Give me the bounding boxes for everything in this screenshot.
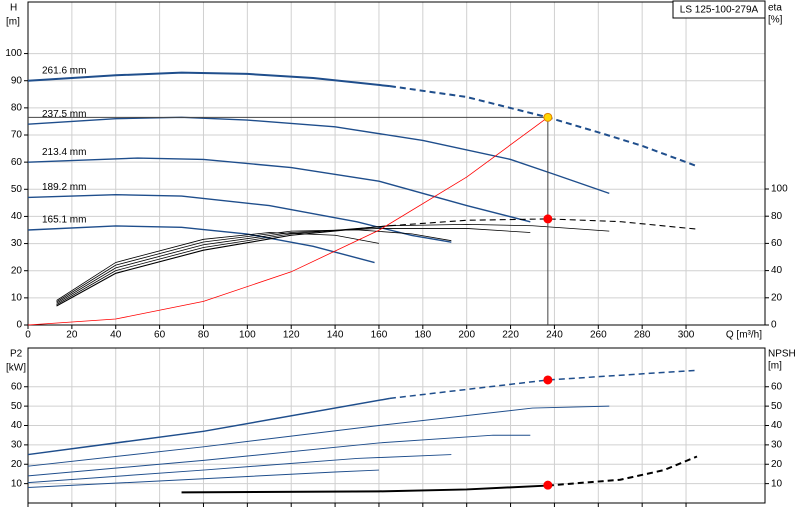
y-tick-label: 30 <box>11 440 23 451</box>
operating-point <box>543 480 553 490</box>
y2-axis-label: NPSH <box>768 349 796 360</box>
y2-tick-label: 60 <box>771 238 783 249</box>
y-axis-unit: [m] <box>6 17 20 28</box>
curve <box>27 225 375 264</box>
curve <box>181 484 548 494</box>
x-tick-label: 200 <box>458 330 475 341</box>
x-tick-label: 100 <box>239 330 256 341</box>
x-tick-label: 260 <box>590 330 607 341</box>
curve-label: 189.2 mm <box>42 182 86 193</box>
x-tick-label: 140 <box>327 330 344 341</box>
curve <box>389 218 698 230</box>
curve <box>27 157 531 223</box>
y2-tick-label: 20 <box>771 292 783 303</box>
curve <box>56 228 531 304</box>
x-tick-label: 220 <box>502 330 519 341</box>
x-tick-label: 80 <box>198 330 210 341</box>
y2-axis-unit: [%] <box>768 15 783 26</box>
y-tick-label: 100 <box>5 48 22 59</box>
y-tick-label: 20 <box>11 265 23 276</box>
curve-label: 237.5 mm <box>42 109 86 120</box>
y-tick-label: 80 <box>11 102 23 113</box>
y-axis-unit: [kW] <box>6 363 26 374</box>
x-tick-label: 120 <box>283 330 300 341</box>
curve <box>27 454 452 484</box>
x-tick-label: 40 <box>110 330 122 341</box>
y-tick-label: 40 <box>11 211 23 222</box>
chart-title: LS 125-100-279A <box>680 5 759 16</box>
y-tick-label: 70 <box>11 130 23 141</box>
y2-tick-label: 30 <box>771 440 783 451</box>
x-tick-label: 280 <box>634 330 651 341</box>
y-tick-label: 50 <box>11 184 23 195</box>
curve <box>27 469 379 488</box>
plot-frame <box>27 347 766 504</box>
y-axis-label: P2 <box>10 349 23 360</box>
y2-tick-label: 20 <box>771 459 783 470</box>
operating-point <box>543 112 553 122</box>
y-tick-label: 60 <box>11 157 23 168</box>
curve <box>27 397 391 456</box>
curve-label: 261.6 mm <box>42 65 86 76</box>
x-tick-label: 160 <box>371 330 388 341</box>
y-axis-label: H <box>10 3 17 14</box>
y2-tick-label: 10 <box>771 478 783 489</box>
curve <box>56 232 380 301</box>
y2-axis-label: eta <box>768 3 782 14</box>
y-tick-label: 60 <box>11 381 23 392</box>
y-tick-label: 90 <box>11 75 23 86</box>
y-tick-label: 30 <box>11 238 23 249</box>
title-box <box>672 0 766 19</box>
curve <box>27 194 452 243</box>
curve <box>27 117 549 326</box>
x-tick-label: 20 <box>66 330 78 341</box>
curve <box>27 116 610 195</box>
curve <box>56 229 452 303</box>
operating-point <box>543 375 553 385</box>
y2-tick-label: 60 <box>771 381 783 392</box>
curve <box>389 369 698 400</box>
y-tick-label: 0 <box>16 320 22 331</box>
x-tick-label: 0 <box>25 330 31 341</box>
y2-tick-label: 40 <box>771 420 783 431</box>
y-tick-label: 10 <box>11 292 23 303</box>
x-tick-label: 60 <box>154 330 166 341</box>
y2-axis-unit: [m] <box>768 361 782 372</box>
plot-frame <box>27 1 766 326</box>
y2-tick-label: 0 <box>771 320 777 331</box>
x-tick-label: 240 <box>546 330 563 341</box>
curve-label: 213.4 mm <box>42 147 86 158</box>
x-tick-label: 180 <box>414 330 431 341</box>
x-tick-label: 300 <box>678 330 695 341</box>
curve-label: 165.1 mm <box>42 215 86 226</box>
y-tick-label: 50 <box>11 401 23 412</box>
y2-tick-label: 40 <box>771 265 783 276</box>
curve <box>27 71 391 88</box>
curve <box>547 455 698 487</box>
curve <box>27 405 610 467</box>
y-tick-label: 10 <box>11 478 23 489</box>
curve <box>27 434 531 477</box>
y2-tick-label: 80 <box>771 211 783 222</box>
x-axis-label: Q [m³/h] <box>726 330 762 341</box>
y-tick-label: 40 <box>11 420 23 431</box>
y-tick-label: 20 <box>11 459 23 470</box>
curve <box>56 225 390 307</box>
operating-point <box>543 214 553 224</box>
y2-tick-label: 100 <box>771 184 788 195</box>
y2-tick-label: 50 <box>771 401 783 412</box>
curve <box>389 85 698 168</box>
